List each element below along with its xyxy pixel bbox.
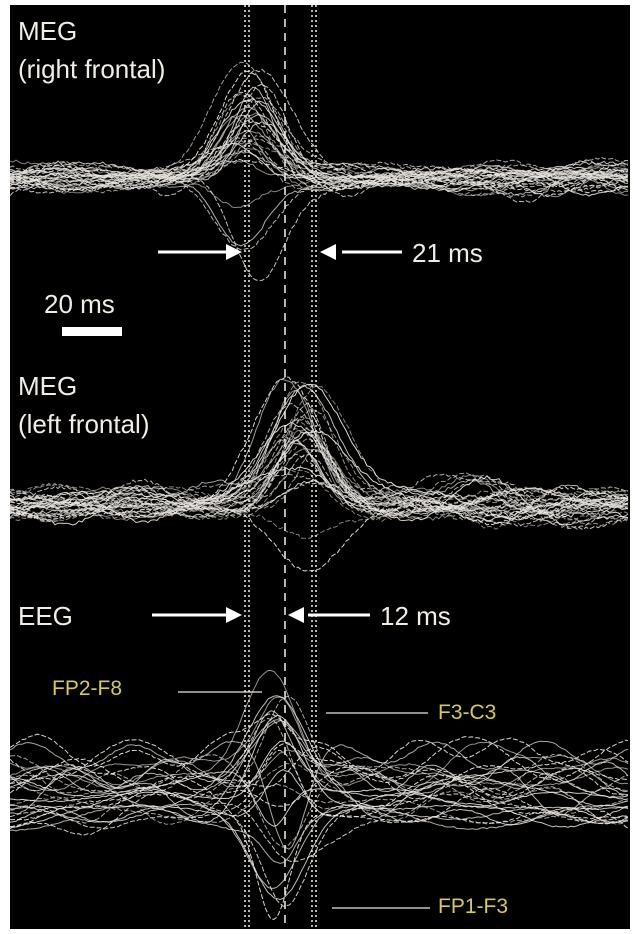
waveform-trace: [10, 773, 629, 920]
meg-right-title: MEG: [18, 16, 78, 46]
waveform-trace: [10, 441, 629, 517]
arrow-left-icon: [288, 607, 304, 623]
waveform-trace: [10, 139, 629, 197]
waveform-trace: [10, 383, 629, 521]
waveform-trace: [10, 384, 629, 508]
waveform-trace: [10, 803, 629, 889]
arrow-right-icon: [226, 607, 242, 623]
meg-left-traces: [10, 376, 629, 572]
waveform-trace: [10, 749, 629, 792]
waveform-trace: [10, 481, 629, 531]
waveform-figure: [10, 5, 629, 929]
waveform-trace: [10, 427, 629, 515]
waveform-trace: [10, 787, 629, 863]
arrow-left-icon: [320, 244, 336, 260]
waveform-trace: [10, 713, 629, 771]
waveform-trace: [10, 793, 629, 907]
meg-right-traces: [10, 61, 629, 281]
waveform-trace: [10, 97, 629, 184]
waveform-trace: [10, 448, 629, 520]
meg-left-subtitle: (left frontal): [18, 409, 150, 439]
meg-interval-arrows: [158, 244, 402, 260]
waveform-trace: [10, 740, 629, 850]
waveform-trace: [10, 381, 629, 515]
waveform-trace: [10, 740, 629, 808]
waveform-trace: [10, 717, 629, 824]
waveform-trace: [10, 173, 629, 251]
waveform-trace: [10, 169, 629, 209]
scale-bar: [62, 327, 122, 336]
eeg-interval-label: 12 ms: [380, 601, 451, 631]
waveform-trace: [10, 435, 629, 522]
waveform-trace: [10, 783, 629, 825]
waveform-trace: [10, 112, 629, 183]
waveform-trace: [10, 769, 629, 827]
meg-interval-label: 21 ms: [412, 238, 483, 268]
waveform-trace: [10, 719, 629, 793]
waveform-trace: [10, 378, 629, 513]
eeg-interval-arrows: [152, 607, 370, 623]
waveform-trace: [10, 749, 629, 830]
waveform-trace: [10, 478, 629, 526]
waveform-trace: [10, 489, 629, 539]
waveform-trace: [10, 86, 629, 191]
waveform-trace: [10, 376, 629, 518]
waveform-trace: [10, 113, 629, 180]
waveform-trace: [10, 158, 629, 198]
waveform-trace: [10, 762, 629, 825]
meg-right-subtitle: (right frontal): [18, 54, 166, 84]
eeg-title: EEG: [18, 601, 73, 631]
arrow-right-icon: [226, 244, 242, 260]
waveform-trace: [10, 417, 629, 521]
waveform-trace: [10, 121, 629, 179]
waveform-trace: [10, 402, 628, 521]
channel-label-fp1-f3: FP1-F3: [438, 895, 509, 918]
waveform-trace: [10, 91, 629, 203]
waveform-trace: [10, 742, 629, 799]
scale-bar-label: 20 ms: [44, 289, 115, 319]
waveform-trace: [10, 804, 629, 864]
waveform-trace: [10, 485, 629, 572]
waveform-trace: [10, 469, 629, 524]
waveform-trace: [10, 385, 629, 515]
waveform-trace: [10, 453, 629, 527]
channel-label-f3-c3: F3-C3: [438, 701, 497, 724]
waveform-trace: [10, 137, 629, 181]
waveform-trace: [10, 670, 629, 790]
waveform-trace: [10, 168, 629, 247]
channel-label-fp2-f8: FP2-F8: [52, 677, 123, 700]
waveform-trace: [10, 171, 629, 281]
waveform-trace: [10, 720, 629, 796]
figure-panel: MEG (right frontal) 21 ms 20 ms MEG (lef…: [10, 5, 630, 929]
waveform-trace: [10, 762, 629, 808]
eeg-traces: [10, 670, 629, 920]
waveform-trace: [10, 769, 629, 828]
waveform-trace: [10, 418, 629, 513]
meg-left-title: MEG: [18, 371, 78, 401]
waveform-trace: [10, 736, 629, 788]
